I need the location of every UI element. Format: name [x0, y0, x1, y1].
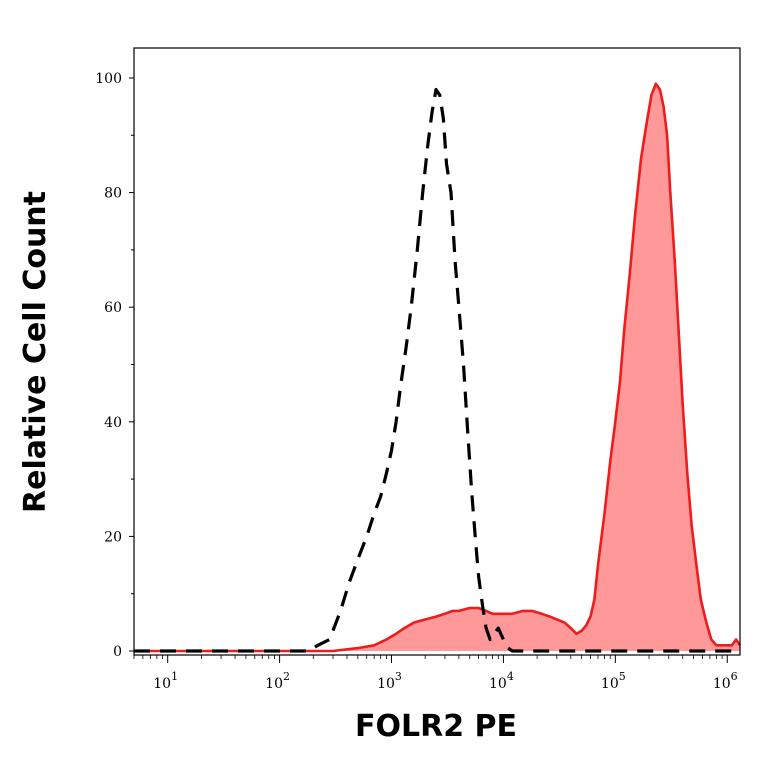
- x-tick-label: 101: [153, 670, 178, 692]
- x-tick-label: 103: [377, 670, 402, 692]
- x-tick-label: 102: [265, 670, 290, 692]
- x-tick-label: 106: [713, 670, 738, 692]
- y-tick-label: 80: [104, 186, 122, 202]
- series-line-dashed: [134, 87, 740, 653]
- series-area-fill: [134, 83, 740, 651]
- plot-frame: [133, 47, 741, 656]
- x-tick-label: 105: [601, 670, 626, 692]
- y-tick-label: 100: [95, 71, 122, 87]
- series-layer: [134, 82, 742, 653]
- y-tick-label: 0: [113, 644, 122, 660]
- x-tick-label: 104: [489, 670, 514, 692]
- y-tick-label: 40: [104, 415, 122, 431]
- y-axis: 0 20 40 60 80 100: [95, 71, 134, 660]
- y-axis-title: Relative Cell Count: [18, 191, 53, 513]
- y-tick-label: 20: [104, 529, 122, 545]
- series-line-red: [134, 82, 742, 653]
- y-tick-label: 60: [104, 300, 122, 316]
- x-axis-title: FOLR2 PE: [355, 709, 517, 744]
- x-axis: 101 102 103 104 105 106: [133, 655, 738, 692]
